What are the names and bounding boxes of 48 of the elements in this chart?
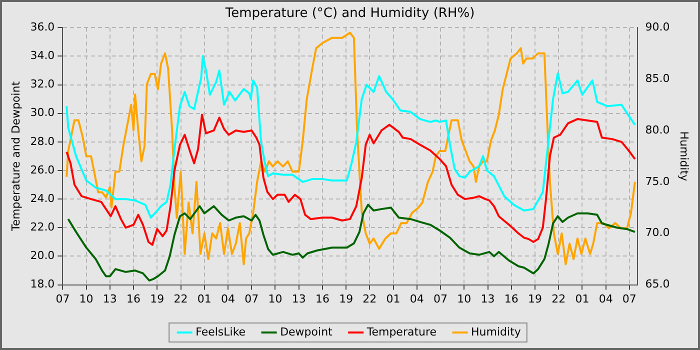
y2-tick-label: 90.0	[645, 20, 670, 34]
legend-label: Humidity	[471, 325, 522, 338]
x-tick-label: 04	[410, 292, 424, 306]
y2-axis-title: Humidity	[678, 131, 691, 182]
y-tick-label: 26.0	[30, 163, 55, 176]
x-tick-label: 13	[292, 292, 306, 306]
x-tick-label: 10	[457, 292, 472, 306]
y-tick-label: 32.0	[30, 78, 55, 91]
x-tick-label: 04	[598, 292, 613, 306]
y-tick-label: 30.0	[30, 106, 55, 120]
legend-label: Temperature	[366, 325, 437, 338]
x-tick-label: 22	[552, 292, 566, 306]
x-tick-label: 19	[339, 292, 354, 306]
x-tick-label: 01	[197, 292, 212, 306]
x-tick-label: 07	[244, 292, 259, 306]
x-tick-label: 07	[434, 292, 448, 306]
x-tick-label: 04	[220, 292, 235, 306]
legend-label: Dewpoint	[280, 325, 334, 338]
chart-title: Temperature (°C) and Humidity (RH%)	[224, 6, 475, 22]
x-tick-label: 13	[480, 292, 495, 306]
x-tick-label: 16	[126, 292, 141, 306]
x-tick-label: 01	[575, 292, 590, 306]
x-tick-label: 10	[79, 292, 94, 306]
y-tick-label: 22.0	[30, 220, 55, 234]
y-tick-label: 34.0	[30, 49, 55, 62]
x-tick-label: 07	[622, 292, 636, 306]
x-tick-label: 19	[150, 292, 164, 306]
x-tick-label: 22	[174, 292, 188, 306]
y2-tick-label: 70.0	[645, 226, 670, 240]
x-tick-label: 07	[56, 292, 70, 306]
x-tick-label: 16	[315, 292, 330, 306]
y-tick-label: 28.0	[30, 134, 55, 148]
y2-tick-label: 80.0	[645, 123, 670, 136]
legend-label: FeelsLike	[196, 325, 246, 338]
x-tick-label: 19	[528, 292, 542, 306]
y2-tick-label: 65.0	[645, 278, 670, 291]
y-tick-label: 18.0	[30, 278, 55, 291]
x-tick-label: 10	[268, 292, 282, 306]
y2-tick-label: 85.0	[645, 72, 670, 85]
y-axis-title: Temperature and Dewpoint	[9, 80, 22, 232]
x-tick-label: 22	[362, 292, 377, 306]
y-tick-label: 36.0	[30, 20, 55, 34]
y-tick-label: 24.0	[30, 192, 55, 205]
x-tick-label: 01	[386, 292, 400, 306]
y-tick-label: 20.0	[30, 249, 55, 262]
x-tick-label: 13	[102, 292, 117, 306]
y2-tick-label: 75.0	[645, 174, 670, 188]
x-tick-label: 16	[504, 292, 518, 306]
